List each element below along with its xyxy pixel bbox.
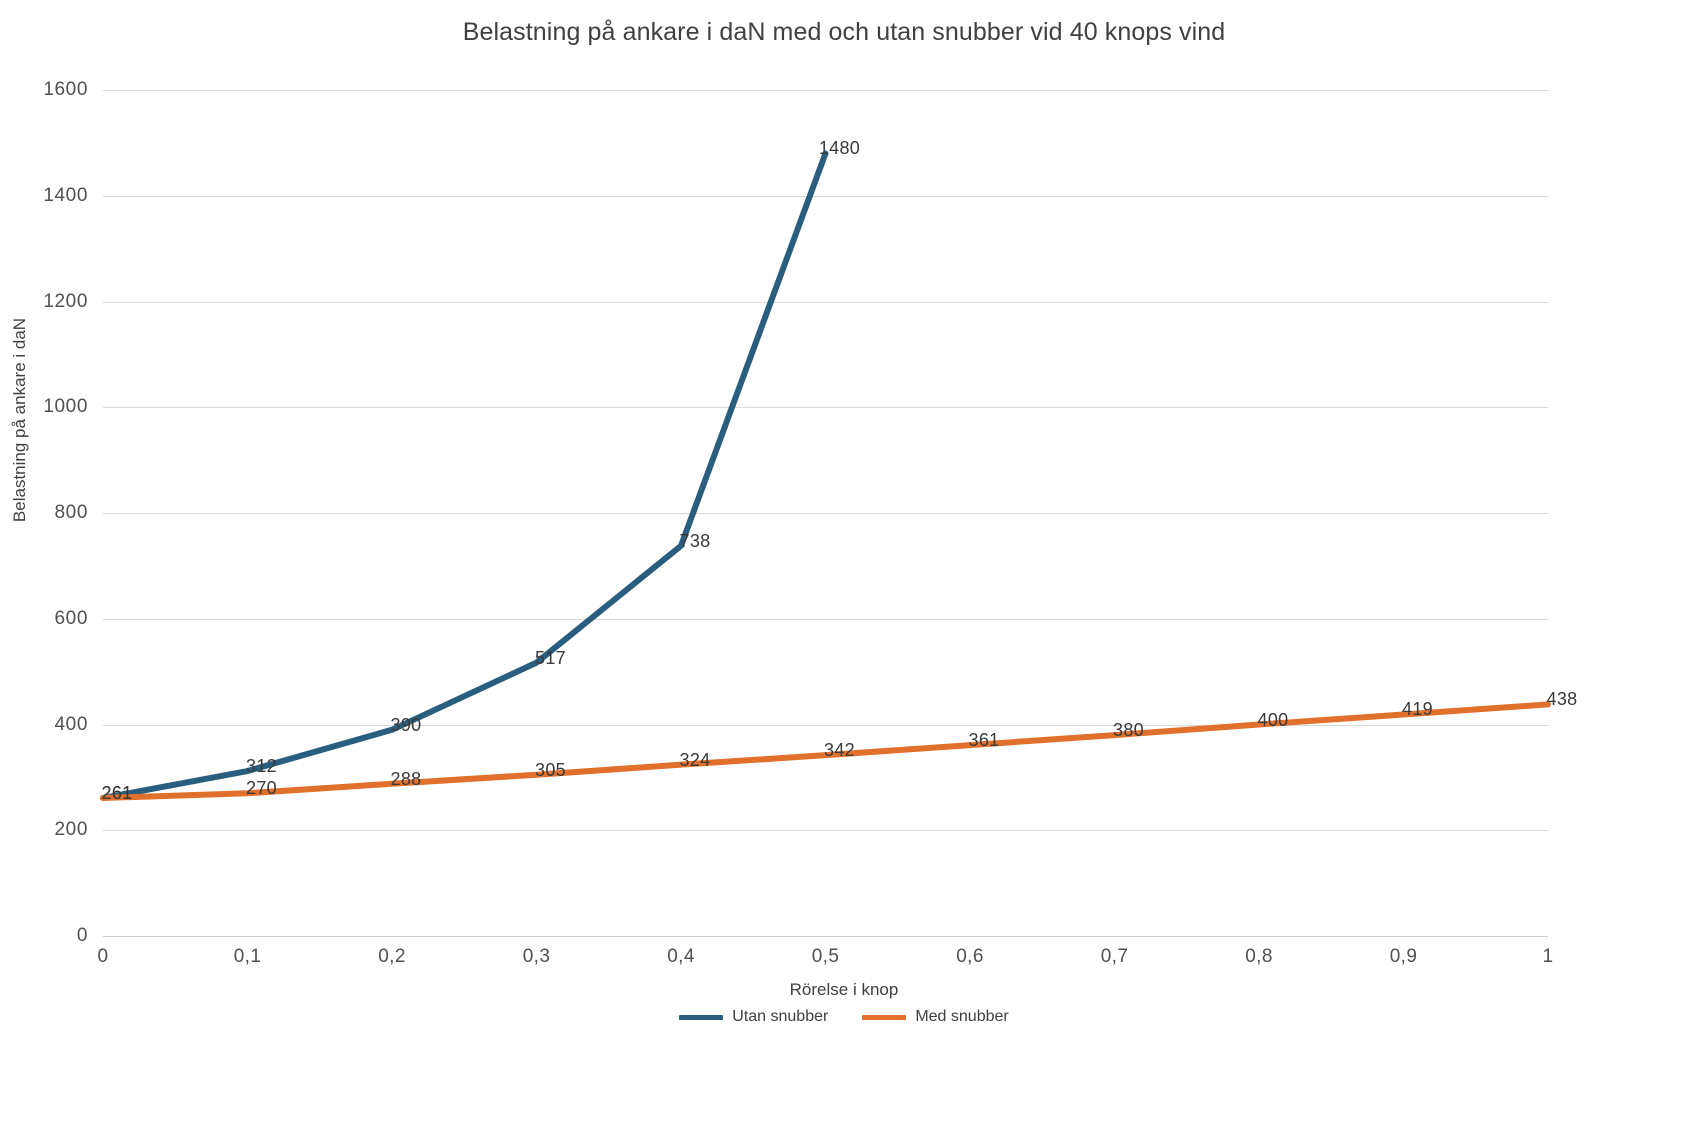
y-axis-tick-label: 1400 [43,184,88,206]
x-axis-tick-label: 0,4 [667,946,695,967]
legend-swatch [862,1014,907,1020]
data-point-label: 400 [1257,709,1289,730]
series-lines [100,150,1551,801]
plot-area: 261 312 390 517 738 1480 261 270 288 305 324 342 361… [100,90,1577,937]
gridline [103,513,1548,514]
x-axis-tick-label: 0,1 [233,946,262,967]
gridline [103,90,1548,91]
data-point-label: 361 [968,730,1000,751]
data-point-label: 261 [101,782,133,803]
chart-legend: Utan snubber Med snubber [0,1008,1688,1026]
x-axis-tick-label: 0,6 [956,946,984,967]
x-axis-tick-label: 0,5 [811,946,840,967]
data-point-label: 342 [824,740,855,761]
chart-title: Belastning på ankare i daN med och utan … [462,18,1226,46]
gridline [103,407,1548,409]
x-axis-tick-label: 0,9 [1389,946,1418,967]
x-axis-title: Rörelse i knop [789,980,899,999]
gridline [103,830,1548,832]
data-point-label: 380 [1113,720,1144,741]
x-axis-tick-label: 0 [97,946,109,967]
data-point-label: 390 [390,714,422,735]
y-axis-tick-label: 0 [76,925,88,946]
data-point-label: 419 [1402,699,1433,720]
x-axis-tick-labels: 0 0,1 0,2 0,3 0,4 0,5 0,6 0,7 0,8 0,9 1 [98,946,1554,980]
y-axis-tick-labels: 0 200 400 600 800 1000 1200 1400 1600 [0,79,88,946]
data-point-label: 517 [535,647,566,668]
series-line [100,701,1551,801]
legend-entry[interactable]: Med snubber [862,1008,1009,1026]
y-axis-tick-label: 1200 [43,290,88,312]
y-axis-title: Belastning på ankare i daN [10,317,29,523]
y-axis-tick-label: 600 [54,607,88,629]
x-axis-line [103,936,1548,937]
x-axis-tick-label: 0,2 [378,946,406,967]
legend-label: Utan snubber [732,1008,829,1025]
y-axis-tick-label: 1600 [43,79,88,100]
y-axis-tick-label: 1000 [43,396,88,418]
data-point-label: 312 [246,756,277,777]
series-line [100,150,829,801]
gridline [103,301,1548,303]
gridline [103,724,1548,726]
data-point-label: 324 [679,749,711,770]
data-point-label: 288 [390,768,422,789]
x-axis-tick-label: 0,3 [522,946,551,967]
data-point-label: 270 [246,778,277,799]
y-axis-tick-label: 400 [54,713,88,735]
y-axis-tick-label: 800 [54,502,88,523]
gridline [103,195,1548,197]
x-axis-tick-label: 0,8 [1245,946,1273,967]
x-axis-tick-label: 0,7 [1100,946,1129,967]
data-point-label: 738 [679,530,711,551]
legend-swatch [679,1014,724,1020]
data-point-label: 1480 [818,138,861,159]
x-axis-tick-label: 1 [1542,946,1554,967]
y-axis-tick-label: 200 [54,819,88,841]
legend-label: Med snubber [915,1008,1009,1025]
legend-entry[interactable]: Utan snubber [679,1008,828,1026]
data-point-label: 305 [535,759,566,780]
data-point-label: 261 [101,782,133,803]
gridline [103,618,1548,620]
data-point-label: 438 [1546,689,1578,710]
